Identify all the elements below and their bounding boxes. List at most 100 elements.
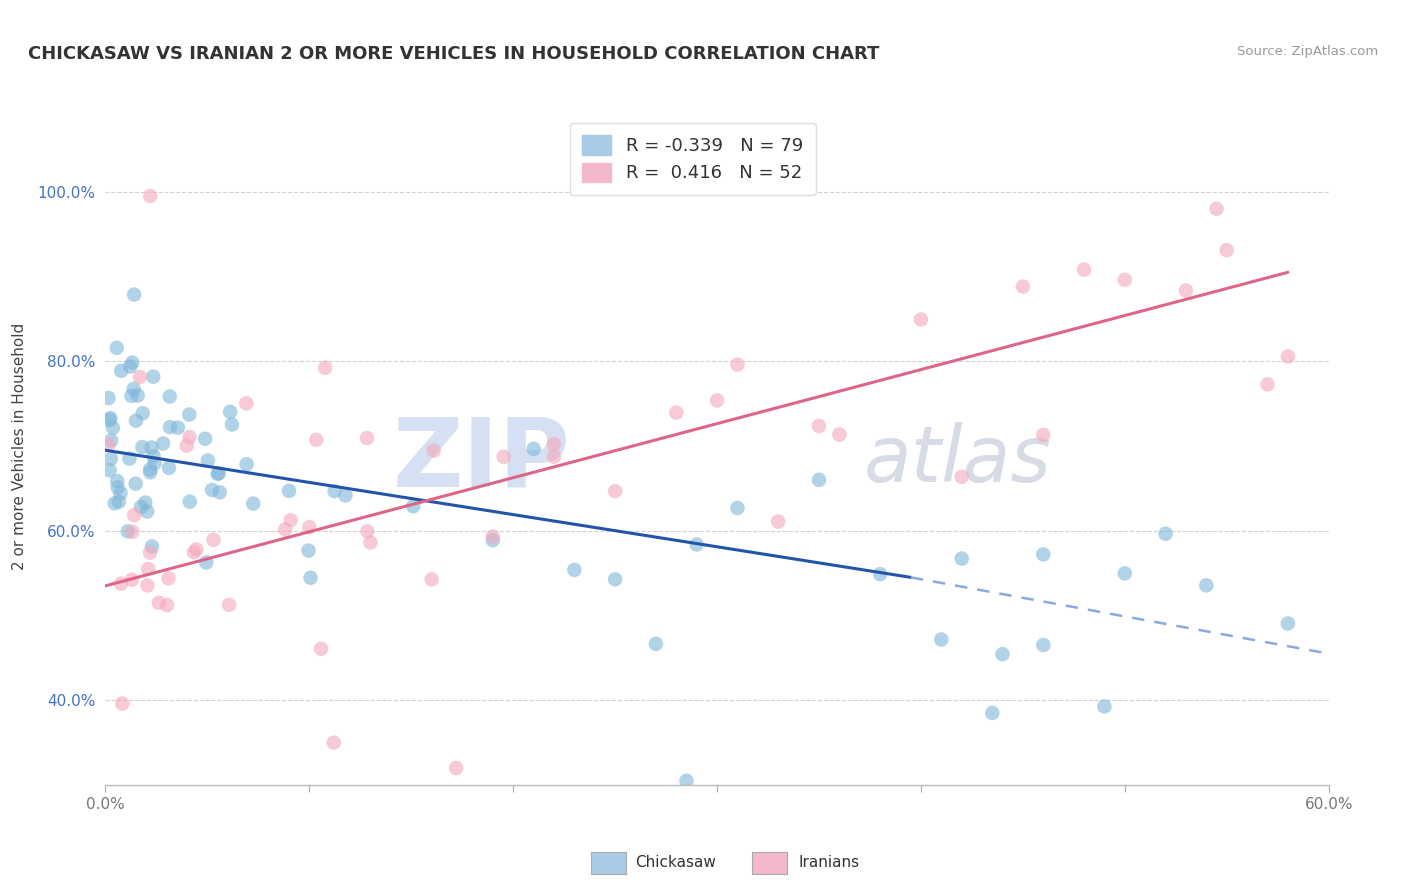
Point [98,411,121,425]
Point [100,434,122,448]
Point [444,761,467,775]
Point [1154,526,1177,541]
Point [727,500,749,515]
Point [422,443,444,458]
Point [314,360,336,375]
Point [605,572,627,586]
Point [166,420,188,434]
Point [118,451,141,466]
Point [108,494,131,508]
Point [280,513,302,527]
Point [828,427,851,442]
Point [105,474,128,488]
Text: ZIP: ZIP [392,413,571,506]
Point [179,494,201,508]
Point [121,573,143,587]
Point [1114,566,1136,581]
Point [235,396,257,410]
Point [141,441,163,455]
Point [136,578,159,592]
Point [991,647,1014,661]
Point [297,543,319,558]
Text: Iranians: Iranians [799,855,859,870]
Point [125,414,148,428]
Point [481,529,503,543]
Point [100,451,122,466]
Point [122,287,145,301]
Point [148,596,170,610]
Point [1195,578,1218,592]
Point [139,465,162,479]
Point [356,431,378,445]
Point [117,524,139,539]
Point [157,571,180,585]
Point [110,364,132,378]
Point [186,542,208,557]
Point [727,358,749,372]
Point [218,598,240,612]
Point [202,533,225,547]
Point [134,495,156,509]
Point [323,484,346,499]
Point [1256,377,1278,392]
Point [194,432,217,446]
Point [176,439,198,453]
Point [335,488,357,502]
Text: Chickasaw: Chickasaw [636,855,717,870]
Point [1277,616,1299,631]
Point [159,420,181,434]
Point [543,450,565,464]
Point [492,450,515,464]
Point [1073,262,1095,277]
Point [869,567,891,582]
Point [136,562,159,576]
Point [179,430,201,444]
Text: atlas: atlas [863,422,1052,498]
Point [107,481,129,495]
Point [207,467,229,481]
Point [179,408,201,422]
Point [686,537,709,551]
Point [1175,284,1198,298]
Point [322,735,344,749]
Point [101,421,124,435]
Y-axis label: 2 or more Vehicles in Household: 2 or more Vehicles in Household [11,322,27,570]
Point [122,508,145,522]
Point [221,417,243,432]
Point [129,370,152,384]
Point [274,523,297,537]
Point [110,576,132,591]
Point [356,524,378,539]
Point [1032,428,1054,442]
Point [981,706,1004,720]
Point [1114,273,1136,287]
Point [152,436,174,450]
Text: Source: ZipAtlas.com: Source: ZipAtlas.com [1237,45,1378,58]
Point [644,637,668,651]
Point [105,341,128,355]
Point [219,405,242,419]
Point [523,442,546,456]
Point [1216,243,1239,257]
Legend: R = -0.339   N = 79, R =  0.416   N = 52: R = -0.339 N = 79, R = 0.416 N = 52 [569,123,815,195]
Point [98,413,121,427]
Point [807,419,830,434]
Point [139,462,162,476]
Point [543,437,565,451]
Point [197,453,219,467]
Point [136,504,159,518]
Point [97,438,120,452]
Point [201,483,224,497]
Point [807,473,830,487]
Point [208,467,231,481]
Point [299,571,322,585]
Point [104,496,127,510]
Point [562,563,586,577]
Point [195,556,218,570]
Text: CHICKASAW VS IRANIAN 2 OR MORE VEHICLES IN HOUSEHOLD CORRELATION CHART: CHICKASAW VS IRANIAN 2 OR MORE VEHICLES … [28,45,880,62]
Point [309,641,332,656]
Point [139,545,162,559]
Point [481,533,503,548]
Point [97,391,120,405]
Point [143,456,166,470]
